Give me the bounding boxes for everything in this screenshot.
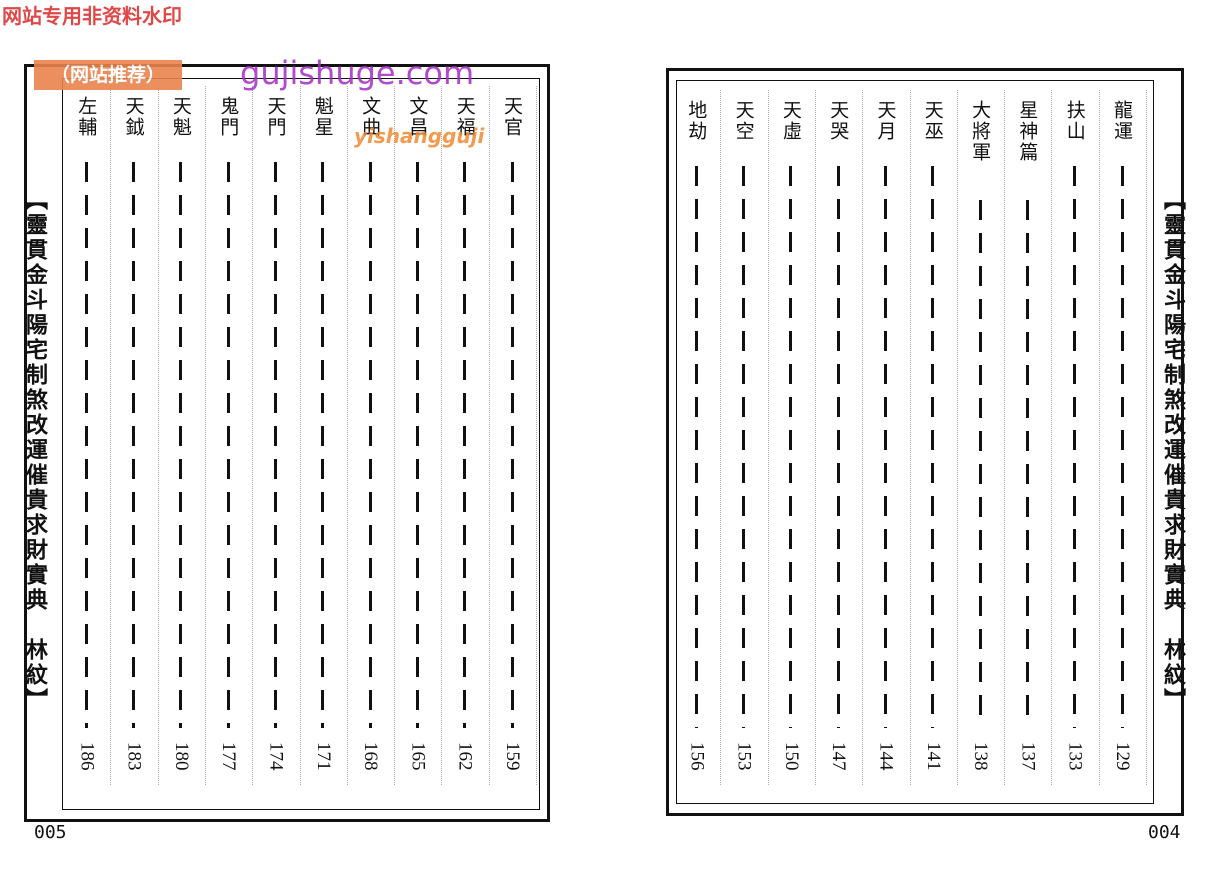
entry-page: 141 — [922, 742, 944, 771]
column-separator — [299, 86, 301, 785]
leader-line — [463, 162, 467, 728]
leader-line — [321, 162, 325, 728]
watermark-sub: yishangguji — [354, 124, 485, 148]
leader-line — [1073, 166, 1077, 728]
entry-page: 180 — [170, 742, 192, 771]
column-separator — [252, 86, 254, 785]
entry-name: 天門 — [264, 96, 287, 138]
entry-name: 天虛 — [779, 100, 802, 142]
column-separator — [394, 86, 396, 785]
column-separator — [1098, 90, 1100, 785]
leader-line — [931, 166, 935, 728]
entry-name: 大將軍 — [969, 100, 992, 163]
watermark-badge: （网站推荐） — [34, 60, 182, 90]
column-separator — [488, 86, 490, 785]
right-frame — [666, 68, 1184, 816]
leader-line — [1120, 166, 1124, 728]
leader-line — [510, 162, 514, 728]
leader-line — [884, 166, 887, 728]
leader-line — [274, 162, 277, 728]
leader-line — [694, 166, 698, 728]
entry-name: 龍運 — [1111, 100, 1133, 142]
column-separator — [720, 90, 722, 785]
column-separator — [909, 90, 911, 785]
entry-name: 魁星 — [311, 96, 334, 138]
right-title: 【靈貫金斗陽宅制煞改運催貴求財實典 林紋】 — [1160, 188, 1185, 713]
entry-page: 177 — [218, 742, 240, 771]
entry-page: 165 — [407, 742, 429, 771]
entry-name: 扶山 — [1063, 100, 1086, 142]
entry-name: 天官 — [501, 96, 523, 138]
entry-name: 天哭 — [827, 100, 850, 142]
leader-line — [132, 162, 136, 728]
column-separator — [536, 86, 537, 785]
column-separator — [1146, 90, 1147, 785]
column-separator — [1004, 90, 1006, 785]
entry-page: 174 — [265, 742, 287, 771]
entry-page: 168 — [360, 742, 382, 771]
column-separator — [346, 86, 348, 785]
page-number: 004 — [1148, 822, 1181, 843]
leader-line — [789, 166, 793, 728]
column-separator — [204, 86, 206, 785]
entry-page: 183 — [123, 742, 145, 771]
left-frame — [24, 64, 550, 822]
entry-name: 星神篇 — [1016, 100, 1039, 163]
entry-page: 147 — [828, 742, 850, 771]
leader-line — [84, 162, 88, 728]
entry-name: 天巫 — [921, 100, 944, 142]
column-separator — [767, 90, 769, 785]
entry-page: 153 — [733, 742, 755, 771]
column-separator — [862, 90, 864, 785]
entry-page: 186 — [76, 742, 98, 771]
entry-page: 171 — [312, 742, 334, 771]
entry-page: 133 — [1064, 742, 1086, 771]
entry-name: 天鉞 — [122, 96, 145, 138]
leader-line — [226, 162, 230, 728]
leader-line — [742, 166, 746, 728]
leader-line — [836, 166, 840, 728]
column-separator — [157, 86, 159, 785]
column-separator — [956, 90, 958, 785]
column-separator — [814, 90, 816, 785]
column-separator — [441, 86, 443, 785]
entry-name: 天福 — [453, 96, 476, 138]
entry-name: 天魁 — [169, 96, 192, 138]
column-separator — [1051, 90, 1053, 785]
entry-page: 129 — [1112, 742, 1133, 771]
page-number: 005 — [34, 822, 67, 843]
entry-name: 文曲 — [359, 96, 382, 138]
entry-name: 地劫 — [685, 100, 708, 142]
leader-line — [415, 162, 419, 728]
entry-name: 天月 — [874, 100, 897, 142]
leader-line — [179, 162, 183, 728]
entry-page: 159 — [502, 742, 523, 771]
watermark-site: gujishuge.com — [240, 54, 475, 92]
leader-line — [368, 162, 372, 728]
entry-name: 天空 — [732, 100, 755, 142]
column-separator — [110, 86, 112, 785]
entry-page: 144 — [875, 742, 897, 771]
entry-page: 138 — [970, 742, 992, 771]
watermark-top: 网站专用非资料水印 — [2, 4, 182, 28]
leader-line — [978, 200, 982, 728]
entry-name: 左輔 — [75, 96, 98, 138]
entry-page: 150 — [780, 742, 802, 771]
entry-page: 137 — [1017, 742, 1039, 771]
left-inner-frame — [62, 78, 540, 810]
entry-name: 文昌 — [406, 96, 429, 138]
entry-name: 鬼門 — [217, 96, 240, 138]
leader-line — [1025, 200, 1029, 728]
left-title: 【靈貫金斗陽宅制煞改運催貴求財實典 林紋】 — [22, 188, 47, 713]
entry-page: 156 — [686, 742, 708, 771]
right-inner-frame — [676, 80, 1154, 804]
entry-page: 162 — [454, 742, 476, 771]
